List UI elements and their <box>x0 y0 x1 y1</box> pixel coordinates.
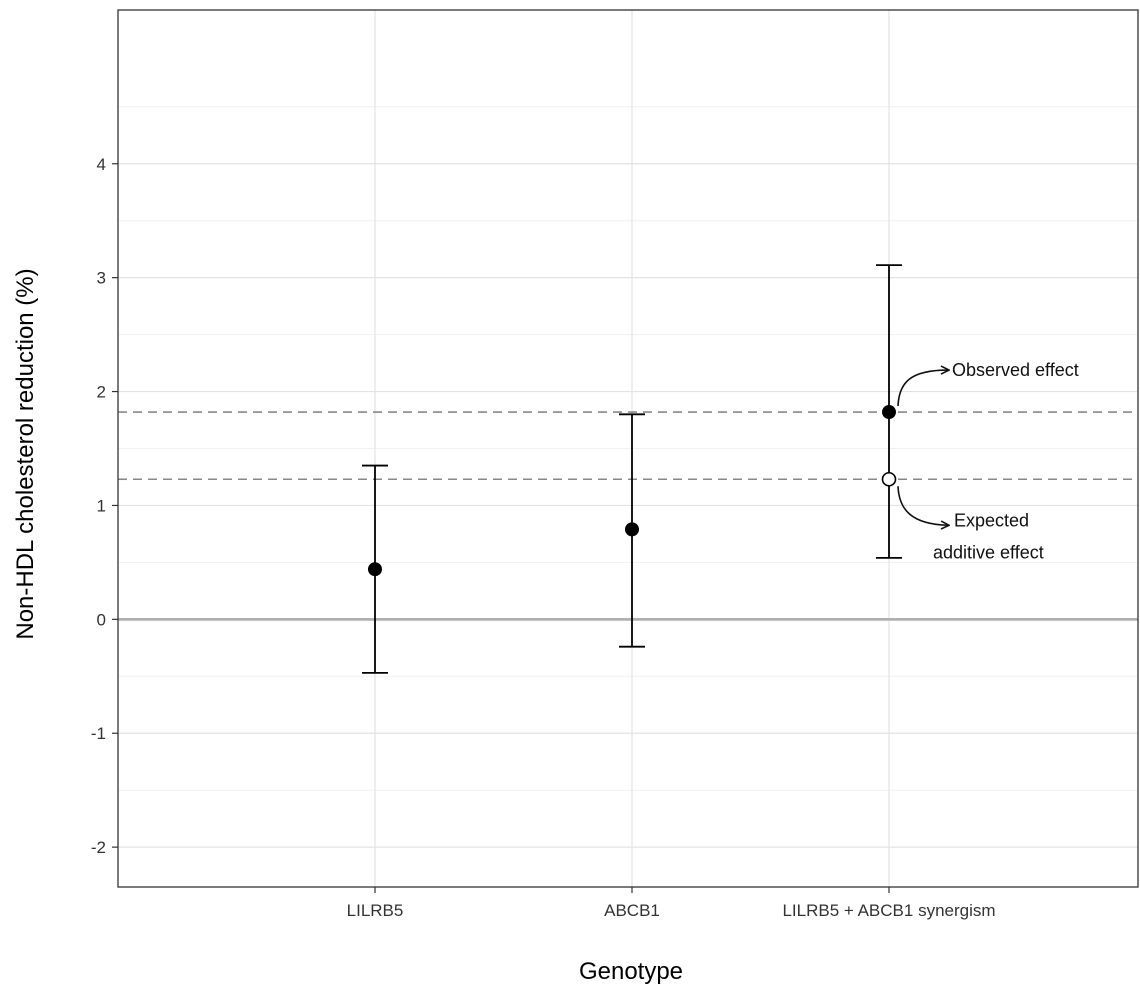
y-tick-label: 2 <box>97 383 106 402</box>
open-point-expected <box>881 471 897 487</box>
plot-frame <box>117 9 1139 888</box>
y-tick-label: -2 <box>91 838 106 857</box>
y-axis-title: Non-HDL cholesterol reduction (%) <box>12 268 39 639</box>
x-tick-label: ABCB1 <box>604 901 660 920</box>
filled-point <box>882 405 896 420</box>
observed-effect-arrow <box>897 370 948 407</box>
expected-effect-label-line: Expected <box>954 510 1029 530</box>
y-tick-label: 0 <box>97 610 106 629</box>
annotations: Observed effect Expected additive effect <box>897 360 1079 562</box>
data-points <box>368 405 897 577</box>
x-axis-title: Genotype <box>579 958 683 985</box>
expected-effect-label-line: additive effect <box>933 542 1044 562</box>
y-tick-label: -1 <box>91 724 106 743</box>
expected-effect-arrow <box>897 486 948 525</box>
x-tick-label: LILRB5 <box>347 901 404 920</box>
filled-point <box>625 522 639 537</box>
y-axis-ticks: -2 -1 0 1 2 3 4 <box>91 155 118 857</box>
x-axis-ticks: LILRB5 ABCB1 LILRB5 + ABCB1 synergism <box>347 887 996 920</box>
reference-lines <box>118 411 1138 621</box>
y-tick-label: 1 <box>97 496 106 515</box>
observed-effect-label: Observed effect <box>952 360 1079 380</box>
x-tick-label: LILRB5 + ABCB1 synergism <box>782 901 995 920</box>
y-tick-label: 4 <box>97 155 106 174</box>
filled-point <box>368 562 382 577</box>
y-tick-label: 3 <box>97 269 106 288</box>
